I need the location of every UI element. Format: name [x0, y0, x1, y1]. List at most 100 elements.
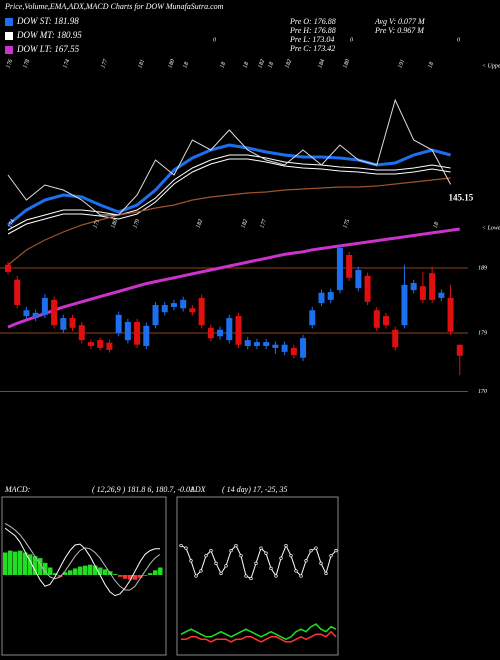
candle-body [106, 342, 113, 350]
candle-body [272, 344, 279, 348]
series-line [7, 227, 461, 329]
zero-label: 0 [213, 37, 216, 43]
top-label: 182 [258, 59, 267, 70]
macd-subtitle: ( 12,26,9 ) 181.8 6, 180.7, -0.01 [92, 485, 194, 494]
legend-label: DOW LT: 167.55 [16, 44, 80, 54]
histogram-bar [3, 552, 8, 575]
adx-point [234, 543, 238, 548]
candle-body [290, 347, 297, 356]
candle-body [355, 269, 362, 289]
adx-point [184, 546, 188, 550]
top-label: 181 [138, 59, 147, 70]
y-tick-label: 189 [478, 265, 487, 271]
adx-point [194, 574, 198, 578]
adx-point [309, 549, 313, 553]
histogram-bar [138, 575, 143, 578]
legend-swatch [5, 32, 13, 40]
histogram-bar [113, 574, 118, 575]
candle-body [410, 282, 417, 291]
info-text: Pre O: 176.88 [289, 17, 336, 26]
histogram-bar [118, 575, 123, 577]
top-label: 18 [183, 61, 191, 69]
top-label: 178 [23, 59, 32, 70]
adx-point [239, 554, 243, 558]
candle-body [309, 310, 316, 326]
adx-point [254, 561, 258, 565]
top-label: 18 [268, 61, 276, 69]
candle-body [373, 310, 380, 328]
candle-body [87, 342, 94, 346]
candle-body [336, 247, 343, 291]
histogram-bar [158, 567, 163, 575]
adx-point [294, 569, 298, 573]
candle-body [401, 284, 408, 326]
candle-body [207, 327, 214, 339]
candle-body [235, 316, 242, 345]
top-label: 177 [101, 58, 110, 69]
candle-body [152, 305, 159, 326]
candle-body [60, 318, 67, 330]
top-label: 18 [220, 61, 228, 69]
top-label: 18 [428, 61, 436, 69]
series-line [7, 154, 451, 231]
top-label: 180 [168, 59, 177, 70]
adx-point [274, 574, 278, 578]
histogram-bar [8, 550, 13, 575]
candle-body [253, 342, 260, 346]
last-value-label: 145.15 [449, 192, 474, 202]
candle-body [429, 273, 436, 300]
annotation: < Lower [482, 225, 500, 231]
adx-point [224, 564, 228, 568]
histogram-bar [153, 570, 158, 575]
top-label: 18 [243, 61, 251, 69]
mid-label: 18 [433, 221, 441, 229]
adx-point [324, 571, 328, 576]
histogram-bar [43, 562, 48, 575]
info-text: Pre C: 173.42 [289, 44, 335, 53]
histogram-bar [88, 564, 93, 575]
adx-title: ADX [189, 485, 207, 494]
info-text: Pre V: 0.967 M [374, 26, 425, 35]
histogram-bar [38, 558, 43, 575]
mid-label: 175 [343, 219, 352, 230]
candle-body [392, 329, 399, 348]
candle-body [5, 264, 11, 272]
histogram-bar [98, 567, 103, 575]
candle-body [51, 299, 58, 326]
adx-point [244, 574, 248, 578]
candle-body [69, 318, 76, 328]
candle-body [14, 279, 21, 306]
mid-label: 182 [241, 219, 250, 230]
mid-label: 177 [260, 218, 269, 229]
macd-panel [1, 496, 167, 656]
legend-swatch [5, 46, 13, 54]
histogram-bar [53, 573, 58, 575]
annotation: < Upper [482, 63, 500, 69]
adx-point [334, 549, 338, 553]
mid-label: 171 [93, 219, 102, 230]
candle-body [124, 321, 131, 341]
y-tick-label: 179 [478, 330, 487, 336]
histogram-bar [133, 575, 138, 580]
candle-body [383, 316, 390, 326]
histogram-bar [148, 573, 153, 575]
candle-body [180, 299, 187, 309]
series-line [4, 527, 160, 597]
adx-point [209, 549, 213, 553]
candle-body [447, 297, 454, 332]
candle-body [115, 314, 122, 333]
legend-label: DOW MT: 180.95 [16, 30, 82, 40]
adx-point [329, 554, 333, 558]
histogram-bar [33, 556, 38, 575]
adx-point [284, 543, 288, 548]
candle-body [32, 312, 39, 319]
ema-line-shadow [7, 158, 451, 235]
adx-point [219, 571, 223, 576]
adx-point [314, 546, 318, 550]
histogram-bar [48, 567, 53, 575]
histogram-bar [28, 554, 33, 575]
candle-body [217, 329, 224, 337]
top-label: 174 [62, 58, 72, 69]
top-label: 191 [398, 59, 407, 70]
candle-body [170, 303, 177, 307]
